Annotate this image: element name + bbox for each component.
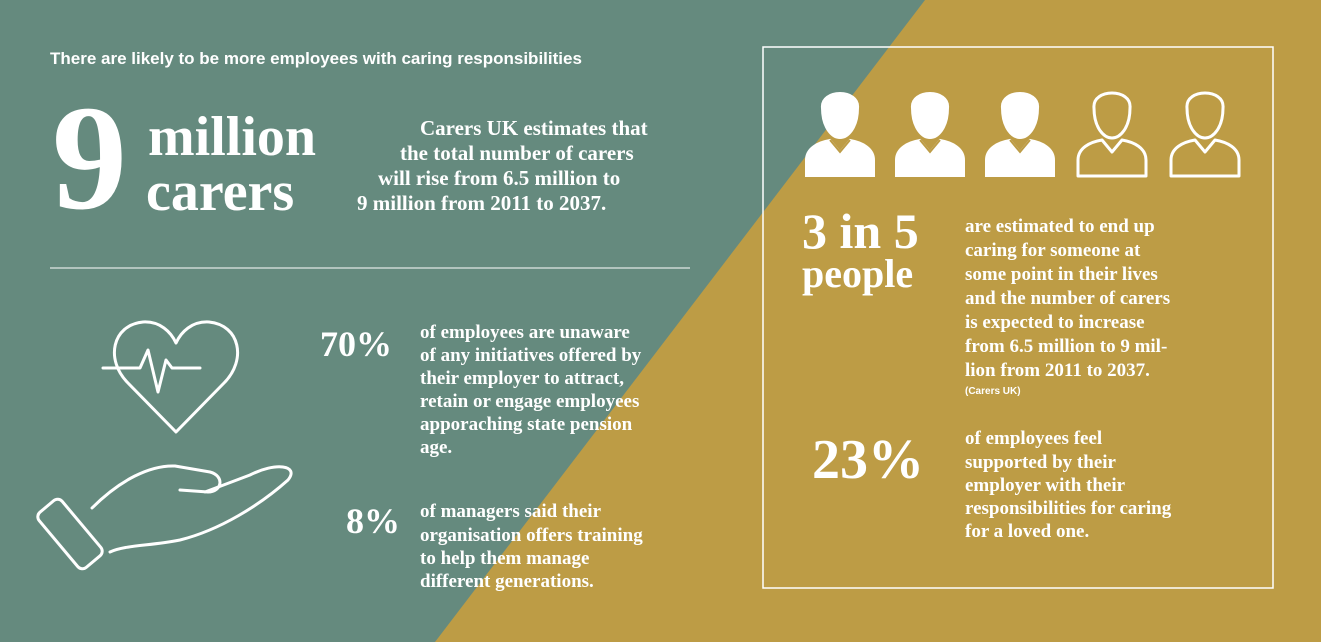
stat-text: their employer to attract, — [420, 368, 624, 389]
stat-text: age. — [420, 437, 452, 458]
stat-figure: 8% — [346, 501, 400, 541]
box-text: from 6.5 million to 9 mil- — [965, 336, 1167, 357]
box-text: some point in their lives — [965, 264, 1158, 285]
stat-text: of employees are unaware — [420, 322, 630, 343]
big-number: 9 — [52, 75, 127, 241]
stat-text: different generations. — [420, 571, 594, 592]
box-text: lion from 2011 to 2037. — [965, 360, 1150, 381]
person-icon — [1169, 91, 1241, 178]
source: (Carers UK) — [965, 386, 1021, 397]
headline-text: the total number of carers — [400, 141, 634, 165]
headline-text: 9 million from 2011 to 2037. — [357, 191, 606, 215]
big-unit: carers — [146, 161, 294, 223]
heart-icon — [101, 320, 240, 434]
headline-text: will rise from 6.5 million to — [378, 166, 620, 190]
box-stat-text: supported by their — [965, 452, 1117, 473]
stat-text: retain or engage employees — [420, 391, 639, 412]
box-stat-text: of employees feel — [965, 428, 1102, 449]
person-icon — [1076, 91, 1148, 178]
person-icon — [895, 92, 965, 177]
stat-text: apporaching state pension — [420, 414, 633, 435]
headline-text: Carers UK estimates that — [420, 116, 648, 140]
people-icons — [805, 91, 1241, 178]
person-icon — [805, 92, 875, 177]
stat-text: organisation offers training — [420, 525, 643, 546]
stat-text: to help them manage — [420, 548, 589, 569]
box-figure: people — [802, 251, 913, 296]
box-text: and the number of carers — [965, 288, 1170, 309]
box-figure: 3 in 5 — [802, 203, 919, 259]
stat-text: of managers said their — [420, 501, 602, 522]
stat-figure: 70% — [320, 324, 392, 364]
box-stat-text: for a loved one. — [965, 521, 1089, 542]
box-stat-figure: 23% — [812, 429, 924, 491]
box-text: is expected to increase — [965, 312, 1145, 333]
big-unit: million — [148, 106, 316, 168]
hand-icon — [36, 464, 293, 571]
info-box — [762, 46, 1274, 589]
box-text: are estimated to end up — [965, 216, 1155, 237]
person-icon — [985, 92, 1055, 177]
box-stat-text: employer with their — [965, 475, 1126, 496]
box-stat-text: responsibilities for caring — [965, 498, 1172, 519]
background-gold — [435, 0, 1321, 642]
box-text: caring for someone at — [965, 240, 1141, 261]
title: There are likely to be more employees wi… — [50, 49, 582, 68]
stat-text: of any initiatives offered by — [420, 345, 642, 366]
